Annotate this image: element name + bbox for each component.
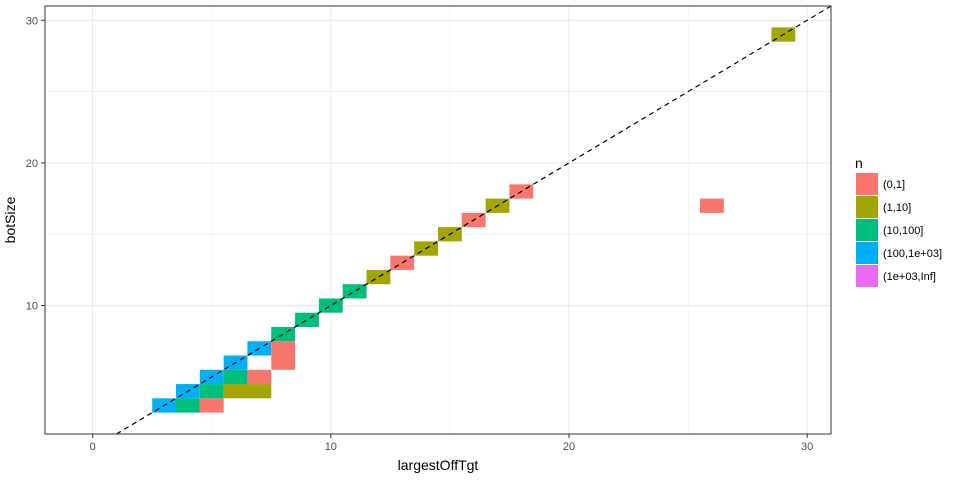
legend-key bbox=[856, 196, 878, 218]
x-axis-title: largestOffTgt bbox=[398, 457, 479, 473]
legend-label: (0,1] bbox=[883, 179, 905, 191]
heatmap-tile bbox=[271, 355, 296, 370]
heatmap-tile bbox=[295, 312, 319, 327]
panel-border bbox=[44, 5, 832, 435]
heatmap-tile bbox=[342, 284, 367, 299]
legend-key bbox=[856, 242, 878, 264]
reference-line bbox=[116, 5, 832, 435]
heatmap-tile bbox=[223, 384, 248, 399]
legend-label: (1e+03,Inf] bbox=[883, 271, 936, 283]
legend-label: (10,100] bbox=[883, 225, 923, 237]
legend-label: (1,10] bbox=[883, 202, 911, 214]
y-tick-label: 30 bbox=[26, 15, 38, 27]
plot-background bbox=[45, 6, 831, 434]
legend: n (0,1] (1,10] (10,100] (100,1e+03] (1e+03,I… bbox=[855, 155, 942, 287]
heatmap-tile bbox=[176, 398, 200, 413]
y-tick-label: 10 bbox=[26, 301, 38, 313]
x-axis: 0 10 20 30 bbox=[90, 434, 813, 453]
heatmap-tile bbox=[700, 198, 724, 213]
heatmap-tile bbox=[199, 384, 224, 399]
x-tick-label: 0 bbox=[90, 441, 96, 453]
y-tick-label: 20 bbox=[26, 158, 38, 170]
heatmap-tile bbox=[199, 398, 224, 413]
legend-label: (100,1e+03] bbox=[883, 248, 942, 260]
x-tick-label: 10 bbox=[325, 441, 337, 453]
legend-key bbox=[856, 265, 878, 287]
heatmap-tile bbox=[247, 369, 272, 385]
y-axis: 10 20 30 bbox=[26, 15, 45, 313]
y-axis-title: botSize bbox=[2, 196, 18, 243]
legend-title: n bbox=[855, 155, 863, 171]
heatmap-tile bbox=[271, 341, 296, 356]
heatmap-tile bbox=[247, 384, 272, 399]
x-tick-label: 20 bbox=[563, 441, 575, 453]
heatmap-tile bbox=[223, 369, 248, 385]
legend-key bbox=[856, 173, 878, 195]
x-tick-label: 30 bbox=[801, 441, 813, 453]
grid-major bbox=[45, 6, 831, 434]
legend-key bbox=[856, 219, 878, 241]
